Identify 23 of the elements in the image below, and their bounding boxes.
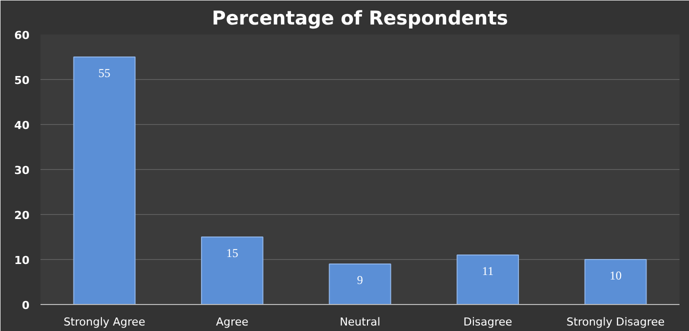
y-tick-label: 60 bbox=[14, 29, 30, 42]
data-label: 9 bbox=[357, 273, 363, 287]
data-label: 55 bbox=[98, 66, 110, 80]
bar bbox=[584, 259, 647, 304]
bar bbox=[328, 264, 392, 304]
y-tick-label: 40 bbox=[14, 119, 30, 132]
bar bbox=[456, 254, 519, 304]
y-tick-label: 10 bbox=[14, 254, 30, 267]
data-label: 10 bbox=[610, 268, 622, 282]
x-tick-label: Neutral bbox=[340, 316, 380, 328]
x-tick-label: Disagree bbox=[463, 316, 512, 328]
y-tick-label: 20 bbox=[14, 209, 30, 222]
y-tick-label: 0 bbox=[22, 299, 30, 312]
x-tick-label: Strongly Agree bbox=[64, 316, 146, 328]
chart-title: Percentage of Respondents bbox=[212, 8, 508, 30]
y-tick-label: 50 bbox=[14, 74, 30, 87]
y-tick-label: 30 bbox=[14, 164, 30, 177]
bar bbox=[73, 56, 136, 304]
x-tick-label: Strongly Disagree bbox=[566, 316, 665, 328]
data-label: 11 bbox=[482, 264, 494, 278]
data-label: 15 bbox=[226, 246, 238, 260]
x-tick-label: Agree bbox=[216, 316, 249, 328]
bar bbox=[201, 236, 264, 304]
